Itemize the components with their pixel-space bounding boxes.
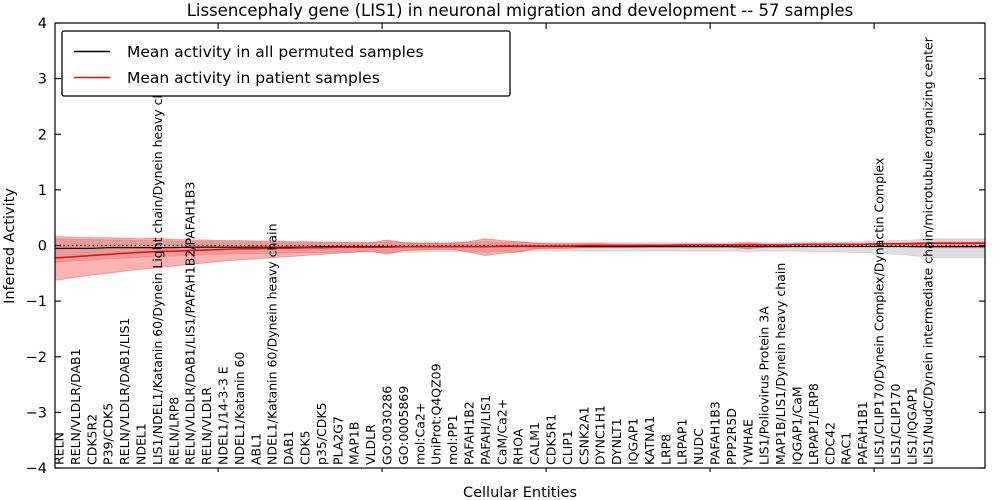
x-tick-label: LRP8 xyxy=(658,434,673,465)
x-tick-label: PAFAH1B1 xyxy=(855,401,870,465)
x-tick-label: mol:Ca2+ xyxy=(412,403,427,465)
x-tick-label: CSNK2A1 xyxy=(576,406,591,465)
x-tick-label: LIS1/CLIP170/Dynein Complex/Dynactin Com… xyxy=(872,158,887,465)
x-tick-label: PLA2G7 xyxy=(330,416,345,465)
x-tick-label: CaM/Ca2+ xyxy=(494,399,509,465)
x-tick-label: LIS1/CLIP170 xyxy=(888,383,903,465)
x-tick-label: CLIP1 xyxy=(560,430,575,465)
x-tick-label: P39/CDK5 xyxy=(101,403,116,465)
x-tick-label: PAFAH/LIS1 xyxy=(478,395,493,465)
x-tick-label: LRPAP1 xyxy=(675,419,690,465)
x-tick-label: NDEL1/14-3-3 E xyxy=(216,366,231,465)
y-tick-label: −2 xyxy=(26,350,47,366)
legend-box xyxy=(61,30,511,97)
chart-title: Lissencephaly gene (LIS1) in neuronal mi… xyxy=(187,1,854,20)
x-tick-label: RHOA xyxy=(511,428,526,465)
x-tick-label: LIS1/NudC/Dynein intermediate chain/micr… xyxy=(921,36,936,465)
x-tick-label: RELN/VLDLR/DAB1 xyxy=(68,348,83,465)
plot-area: RELN RELN/VLDLR/DAB1 CDK5R2 P39/CDK5 RELN/VL… xyxy=(26,16,986,477)
x-tick-label: RELN/LRP8 xyxy=(166,397,181,465)
x-axis-title: Cellular Entities xyxy=(463,485,577,500)
x-tick-label: PAFAH1B3 xyxy=(708,401,723,465)
x-tick-label: CALM1 xyxy=(527,422,542,465)
x-tick-label: LIS1/Poliovirus Protein 3A xyxy=(757,306,772,465)
y-tick-label: −3 xyxy=(26,405,47,421)
x-tick-label: UniProt:Q4QZ09 xyxy=(429,363,444,465)
x-tick-label: PAFAH1B2 xyxy=(462,401,477,465)
x-tick-label: YWHAE xyxy=(740,419,755,466)
y-tick-label: 0 xyxy=(38,239,47,255)
x-tick-label: CDC42 xyxy=(822,422,837,465)
legend-label-permuted: Mean activity in all permuted samples xyxy=(127,43,424,61)
x-tick-label: NDEL1 xyxy=(134,423,149,465)
x-tick-label: ABL1 xyxy=(248,433,263,465)
y-tick-label: −4 xyxy=(26,461,47,477)
legend-label-patient: Mean activity in patient samples xyxy=(127,69,380,87)
x-tick-label: RELN/VLDLR/DAB1/LIS1 xyxy=(117,318,132,465)
patient-mean-line xyxy=(55,242,985,259)
x-tick-label: NDEL1/Katanin 60 xyxy=(232,352,247,465)
x-tick-label: KATNA1 xyxy=(642,416,657,465)
x-tick-label: NDEL1/Katanin 60/Dynein heavy chain xyxy=(265,223,280,465)
x-tick-label: DAB1 xyxy=(281,431,296,466)
x-tick-label: DYNLT1 xyxy=(609,418,624,465)
x-tick-label: mol:PP1 xyxy=(445,414,460,465)
y-tick-label: 1 xyxy=(38,183,47,199)
x-tick-label: LIS1/NDEL1/Katanin 60/Dynein Light chain… xyxy=(150,71,165,465)
x-tick-label: RAC1 xyxy=(839,432,854,465)
x-tick-label: GO:0030286 xyxy=(380,386,395,465)
x-tick-label: CDK5 xyxy=(298,430,313,465)
x-tick-label: p35/CDK5 xyxy=(314,402,329,465)
y-axis-title: Inferred Activity xyxy=(2,188,18,304)
x-tick-label: RELN/VLDLR/DAB1/LIS1/PAFAH1B2/PAFAH1B3 xyxy=(183,182,198,465)
x-tick-label: PPP2R5D xyxy=(724,408,739,465)
x-tick-label: GO:0005869 xyxy=(396,386,411,465)
x-tick-label: VLDLR xyxy=(363,424,378,465)
y-tick-label: 2 xyxy=(38,127,47,143)
x-tick-label: LRPAP1/LRP8 xyxy=(806,383,821,465)
y-tick-label: 3 xyxy=(38,72,47,88)
x-tick-label: LIS1/IQGAP1 xyxy=(904,387,919,465)
x-tick-label: RELN/VLDLR xyxy=(199,387,214,465)
x-tick-label: MAP1B/LIS1/Dynein heavy chain xyxy=(773,263,788,465)
legend: Mean activity in all permuted samples Me… xyxy=(61,30,511,97)
x-tick-label: CDK5R1 xyxy=(544,414,559,465)
x-tick-label: RELN xyxy=(52,432,67,465)
x-tick-label: DYNC1H1 xyxy=(593,405,608,465)
x-tick-label: MAP1B xyxy=(347,422,362,465)
x-tick-label: IQGAP1 xyxy=(626,418,641,465)
y-tick-label: 4 xyxy=(38,16,47,32)
y-tick-label: −1 xyxy=(26,294,47,310)
x-tick-label: CDK5R2 xyxy=(84,414,99,465)
x-tick-label: NUDC xyxy=(691,428,706,465)
x-tick-label: IQGAP1/CaM xyxy=(790,386,805,465)
